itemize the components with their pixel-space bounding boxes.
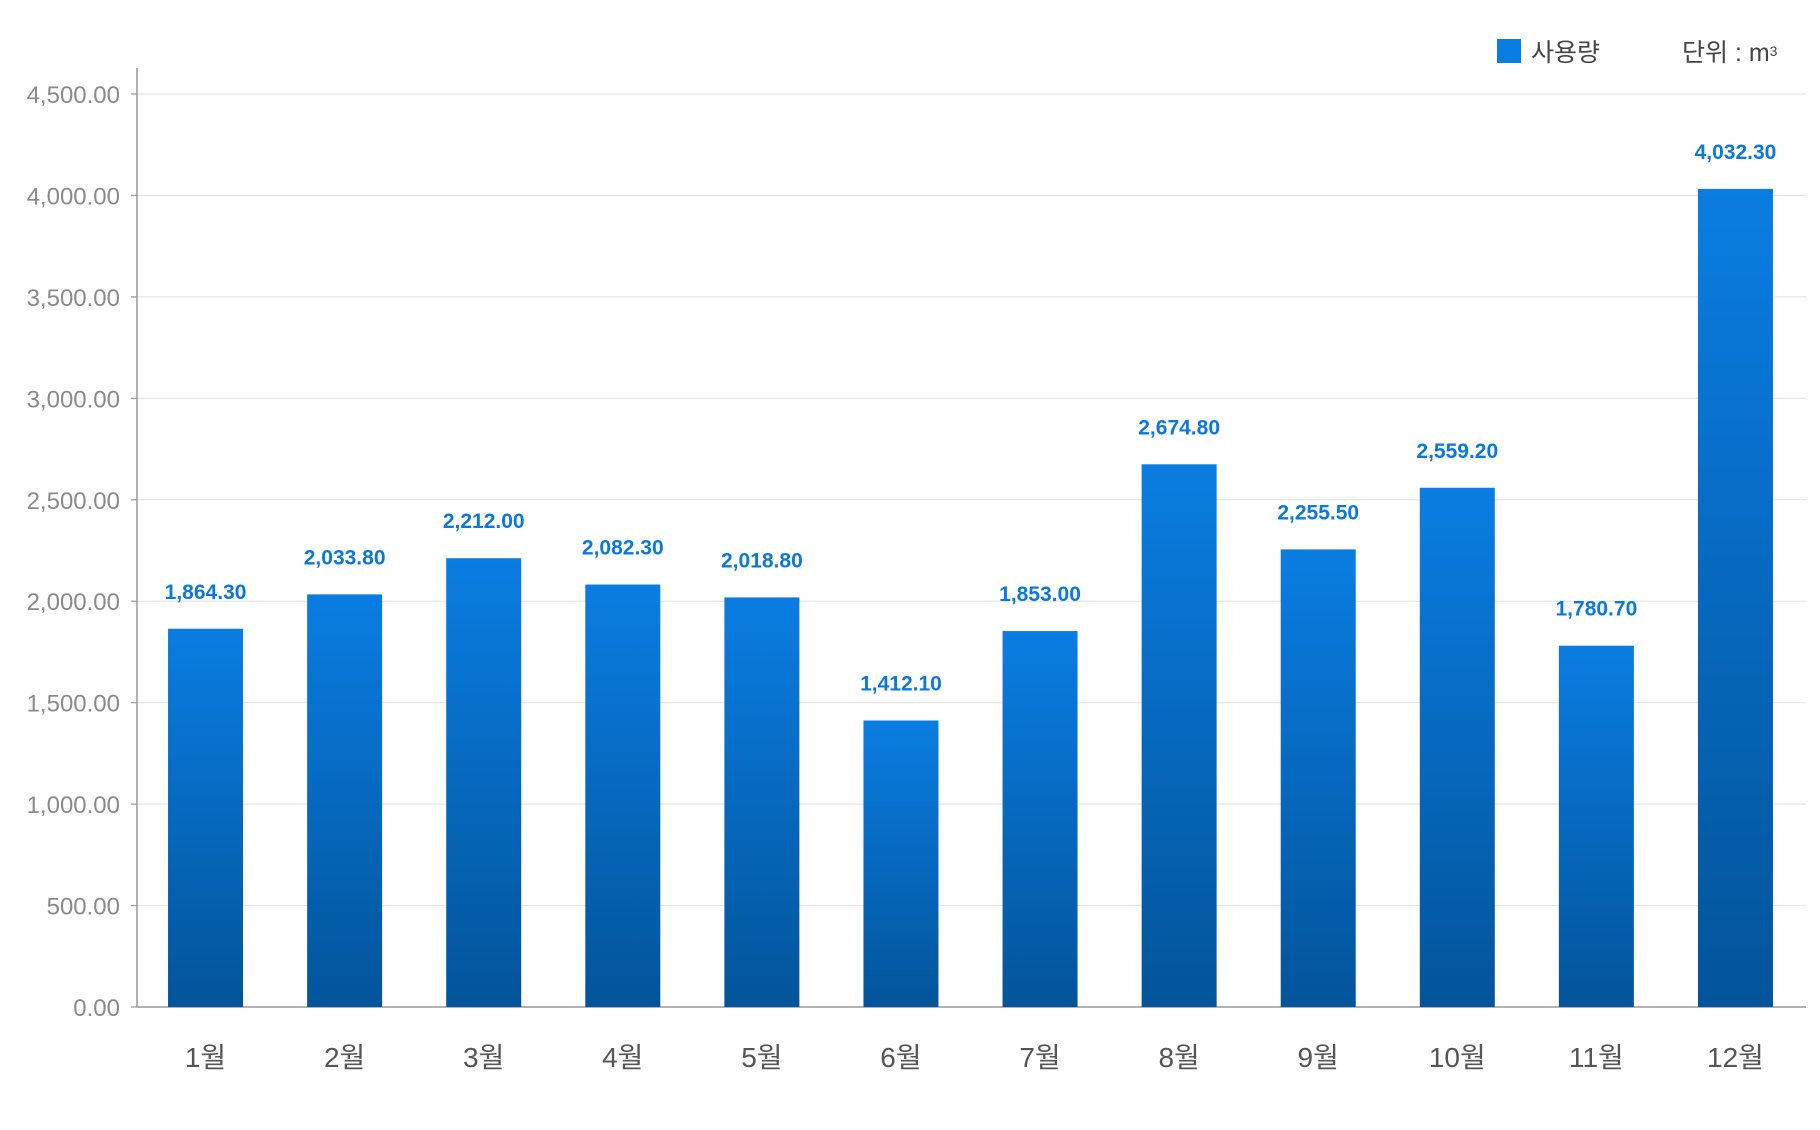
x-category-label: 7월 bbox=[1019, 1042, 1060, 1073]
y-tick-label: 3,000.00 bbox=[27, 386, 120, 413]
bar bbox=[1280, 549, 1356, 1007]
y-tick-label: 4,000.00 bbox=[27, 183, 120, 210]
bar bbox=[1558, 645, 1634, 1007]
bar-value-label: 1,853.00 bbox=[999, 583, 1081, 606]
y-tick-label: 2,500.00 bbox=[27, 488, 120, 515]
x-category-label: 2월 bbox=[324, 1042, 365, 1073]
legend: 사용량 bbox=[1497, 36, 1601, 67]
bar bbox=[585, 584, 661, 1007]
y-tick-label: 3,500.00 bbox=[27, 285, 120, 312]
bar bbox=[307, 594, 383, 1007]
y-tick-label: 500.00 bbox=[47, 894, 120, 921]
bar-value-label: 2,212.00 bbox=[443, 510, 525, 533]
bar bbox=[1141, 464, 1217, 1007]
bar bbox=[168, 628, 244, 1007]
bar-value-label: 4,032.30 bbox=[1695, 141, 1777, 164]
x-category-label: 8월 bbox=[1158, 1042, 1199, 1073]
bar-value-label: 2,674.80 bbox=[1138, 416, 1220, 439]
x-category-label: 4월 bbox=[602, 1042, 643, 1073]
bar bbox=[1419, 487, 1495, 1008]
y-tick-label: 4,500.00 bbox=[27, 82, 120, 109]
x-category-label: 9월 bbox=[1298, 1042, 1339, 1073]
bar bbox=[724, 597, 800, 1007]
bar bbox=[1002, 631, 1078, 1007]
legend-label: 사용량 bbox=[1531, 39, 1601, 67]
y-tick-label: 1,000.00 bbox=[27, 792, 120, 819]
labels: 1,864.30 1월 2,033.80 2월 2,212.00 3월 2,082.30 4월… bbox=[165, 141, 1777, 1073]
axes: 0.00 500.00 1,000.00 1,500.00 2,000.00 2,500.… bbox=[27, 68, 1806, 1022]
bar-value-label: 2,082.30 bbox=[582, 537, 664, 560]
bar-value-label: 2,255.50 bbox=[1277, 501, 1359, 524]
bar bbox=[863, 720, 939, 1007]
x-category-label: 6월 bbox=[880, 1042, 921, 1073]
y-tick-label: 0.00 bbox=[73, 995, 120, 1022]
x-category-label: 1월 bbox=[185, 1042, 226, 1073]
y-tick-label: 2,000.00 bbox=[27, 589, 120, 616]
legend-swatch bbox=[1497, 39, 1521, 63]
bars bbox=[168, 188, 1773, 1008]
bar-value-label: 2,033.80 bbox=[304, 546, 386, 569]
grid-lines bbox=[137, 93, 1806, 907]
bar-value-label: 1,864.30 bbox=[165, 581, 247, 604]
bar-value-label: 2,018.80 bbox=[721, 549, 803, 572]
y-tick-label: 1,500.00 bbox=[27, 691, 120, 718]
x-category-label: 5월 bbox=[741, 1042, 782, 1073]
bar-value-label: 1,412.10 bbox=[860, 673, 942, 696]
bar bbox=[446, 558, 522, 1007]
bar-value-label: 2,559.20 bbox=[1416, 440, 1498, 463]
x-category-label: 3월 bbox=[463, 1042, 504, 1073]
x-category-label: 12월 bbox=[1707, 1042, 1764, 1073]
unit-text: 단위 : m bbox=[1682, 39, 1770, 67]
x-category-label: 10월 bbox=[1429, 1042, 1486, 1073]
bar-value-label: 1,780.70 bbox=[1556, 598, 1638, 621]
unit-superscript: 3 bbox=[1769, 43, 1778, 59]
x-category-label: 11월 bbox=[1569, 1042, 1624, 1073]
bar bbox=[1697, 188, 1773, 1008]
